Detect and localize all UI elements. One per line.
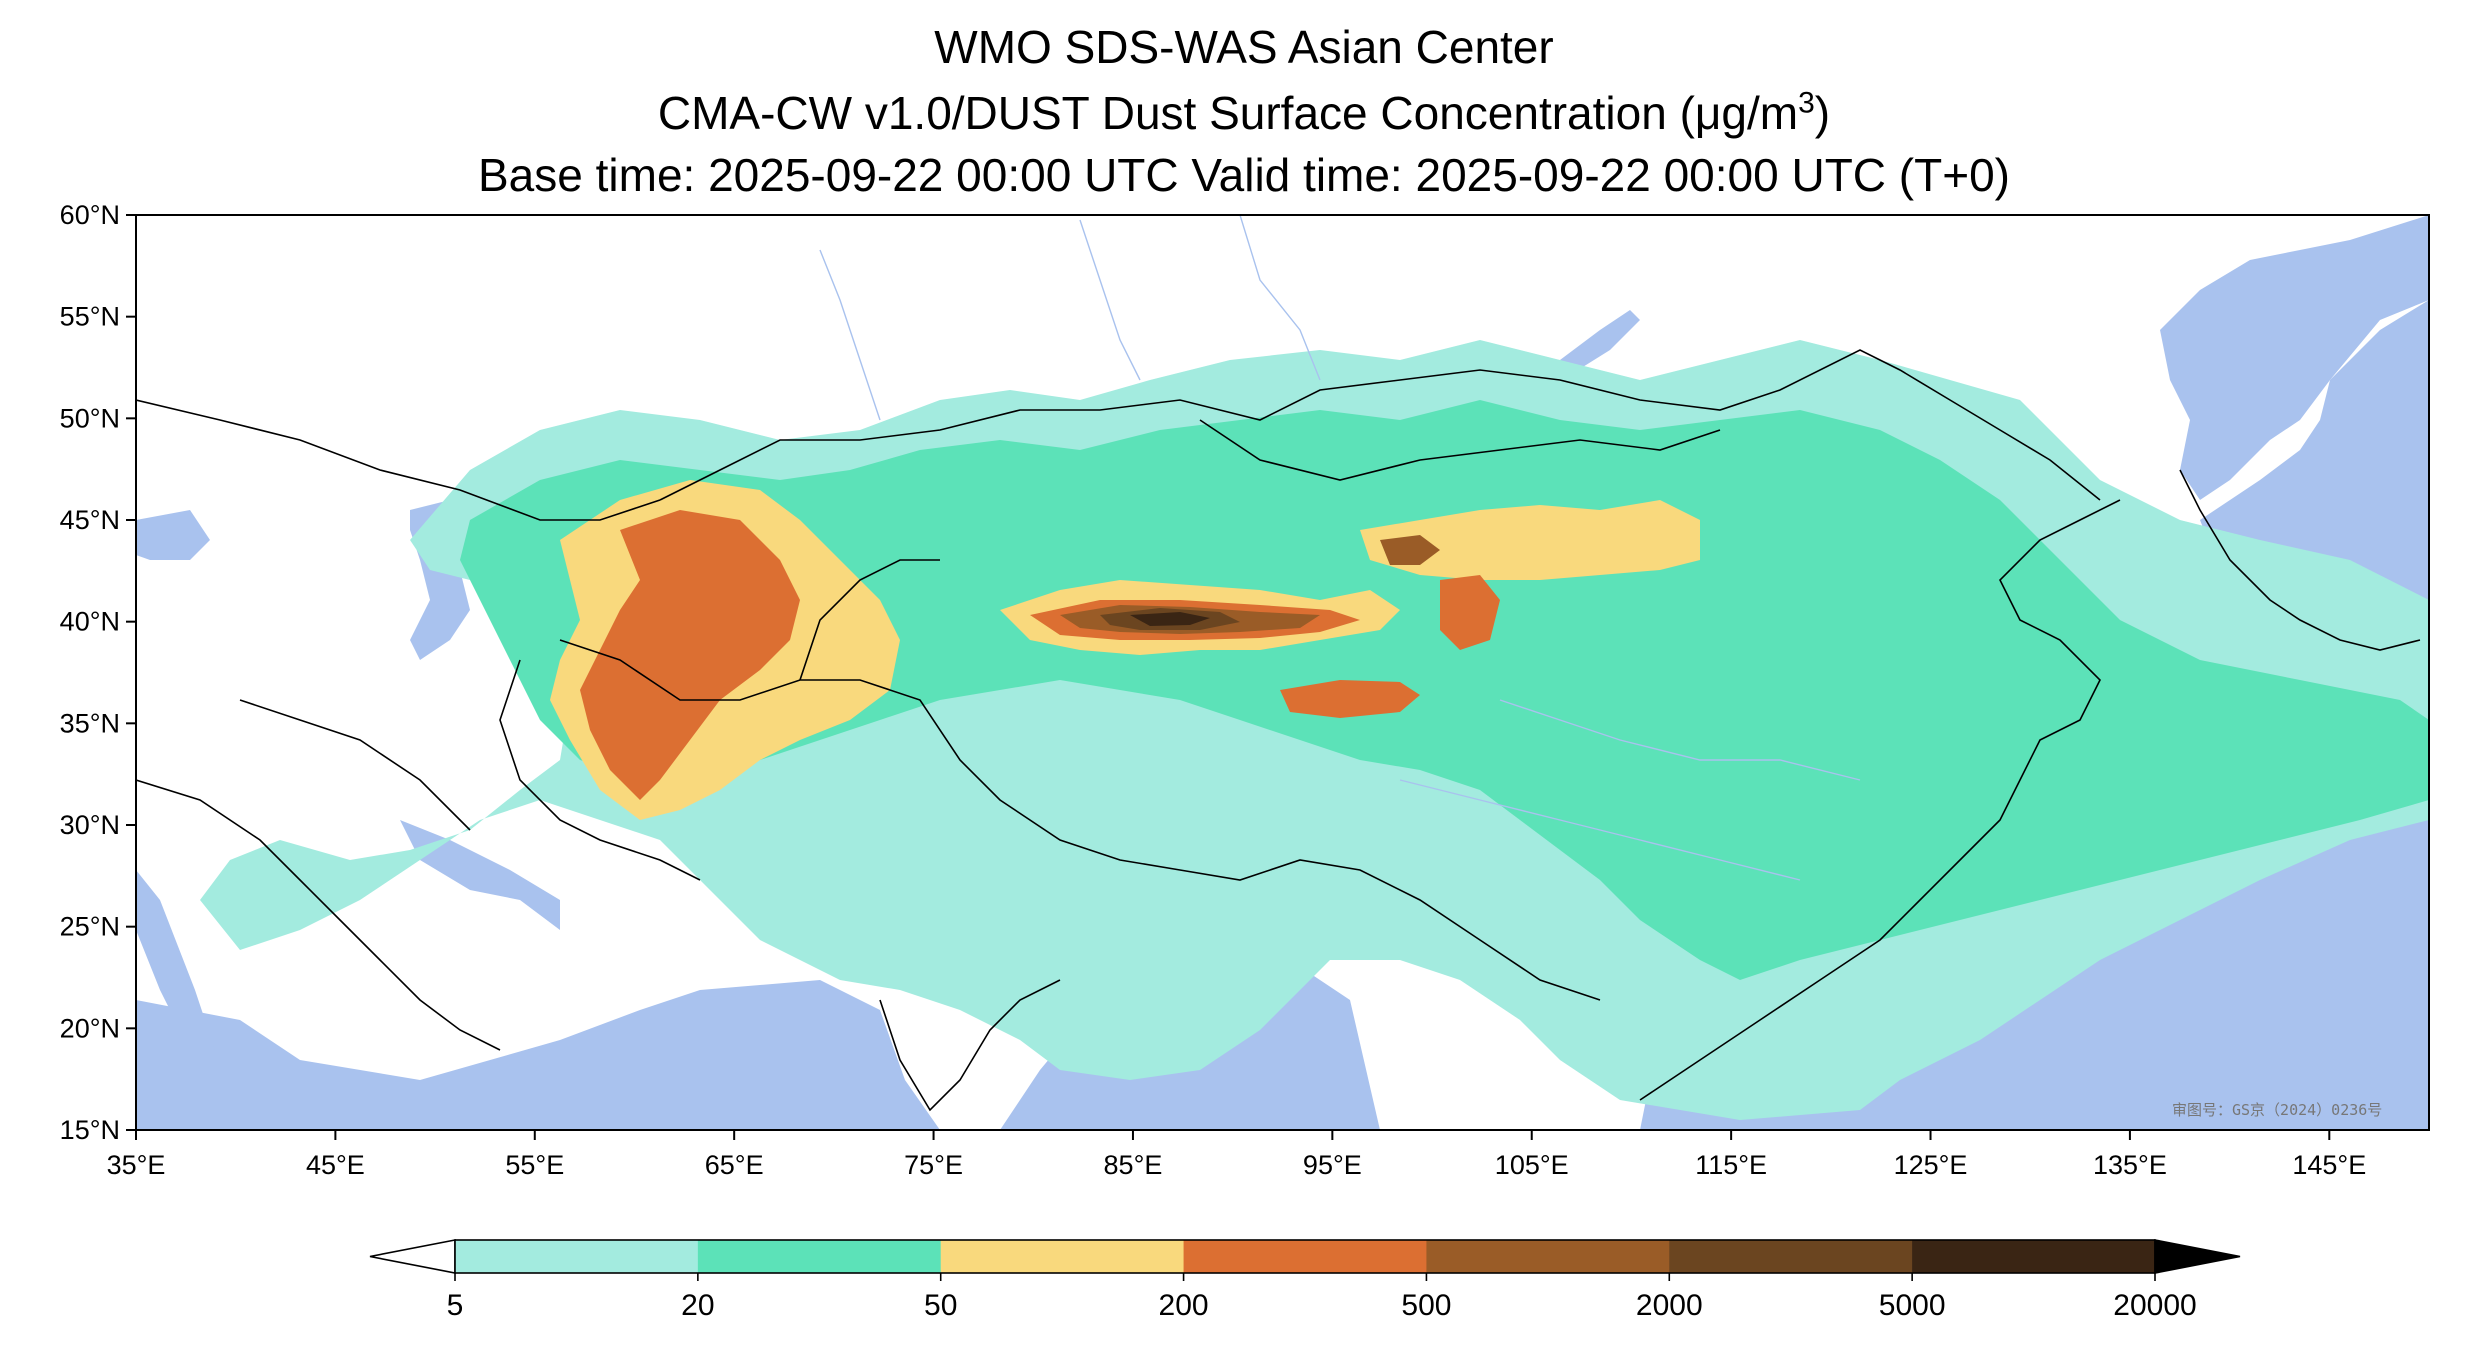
lon-tick-label: 45°E [306, 1150, 365, 1180]
country-borders [136, 349, 2421, 1112]
lat-tick-label: 20°N [60, 1013, 120, 1043]
colorbar-tick-label: 5000 [1879, 1289, 1946, 1322]
colorbar-swatch [1669, 1240, 1913, 1273]
border-line [136, 399, 661, 521]
lon-tick-label: 145°E [2292, 1150, 2366, 1180]
border-line [1199, 419, 1721, 481]
colorbar-frame [454, 1239, 2156, 1274]
colorbar-tick-label: 5 [447, 1289, 464, 1322]
dust-band-20-50 [460, 400, 2429, 980]
lon-tick-label: 35°E [107, 1150, 166, 1180]
border-line [499, 659, 701, 881]
border-line [559, 639, 1601, 1001]
lat-tick-label: 30°N [60, 810, 120, 840]
product-label: CMA-CW v1.0/DUST Dust Surface Concentrat… [657, 87, 1799, 139]
lon-tick-label: 65°E [705, 1150, 764, 1180]
map-area[interactable]: 审图号：GS京（2024）0236号 [136, 215, 2429, 1130]
unit-superscript: 3 [1798, 86, 1815, 120]
coastline [136, 779, 501, 1051]
dust-concentration-field [200, 340, 2429, 1120]
lat-tick-label: 55°N [60, 302, 120, 332]
persian-gulf [400, 820, 560, 930]
map-subtitle-time: Base time: 2025-09-22 00:00 UTC Valid ti… [478, 149, 2010, 201]
lon-tick-label: 135°E [2093, 1150, 2167, 1180]
river [819, 249, 881, 421]
border-line [239, 699, 471, 831]
sea-of-okhotsk [2160, 215, 2429, 500]
dust-band-50-200-gobi [1360, 500, 1700, 580]
lon-tick-label: 105°E [1495, 1150, 1569, 1180]
colorbar-swatch [940, 1240, 1185, 1273]
lat-tick-label: 60°N [60, 200, 120, 230]
lon-tick-label: 95°E [1303, 1150, 1362, 1180]
lon-tick-label: 75°E [904, 1150, 963, 1180]
coastline [879, 979, 1061, 1112]
river [1399, 779, 1801, 881]
map-title: WMO SDS-WAS Asian Center [934, 21, 1554, 73]
colorbar-tick-label: 20 [681, 1289, 714, 1322]
dust-band-200-500-alxa [1440, 575, 1500, 650]
colorbar: 5 20 50 200 500 2000 5000 20000 [369, 1239, 2241, 1322]
lon-tick-label: 115°E [1695, 1150, 1767, 1180]
colorbar-tick-label: 50 [924, 1289, 957, 1322]
lat-tick-label: 50°N [60, 403, 120, 433]
dust-band-200-500 [580, 510, 800, 800]
lon-tick-label: 85°E [1104, 1150, 1163, 1180]
colorbar-swatch [1426, 1240, 1670, 1273]
river [1499, 699, 1861, 781]
colorbar-tick-label: 500 [1401, 1289, 1451, 1322]
map-axes: 35°E 45°E 55°E 65°E 75°E 85°E 95°E 105°E 115°E 12… [60, 200, 2367, 1180]
arabian-sea [136, 980, 940, 1130]
colorbar-swatch [697, 1240, 942, 1273]
black-sea [136, 510, 210, 560]
map-frame [135, 214, 2430, 1131]
colorbar-tick-label: 2000 [1636, 1289, 1703, 1322]
lon-tick-label: 55°E [505, 1150, 564, 1180]
colorbar-tick-label: 200 [1159, 1289, 1209, 1322]
colorbar-swatch [1912, 1240, 2156, 1273]
rivers [819, 215, 1861, 881]
lat-tick-label: 25°N [60, 912, 120, 942]
map-subtitle-product: CMA-CW v1.0/DUST Dust Surface Concentrat… [0, 86, 2488, 140]
lon-tick-label: 125°E [1894, 1150, 1968, 1180]
dust-band-5000-20000 [1130, 612, 1210, 626]
red-sea [136, 870, 215, 1050]
river [1239, 215, 1321, 381]
dust-band-200-500-qaidam [1280, 680, 1420, 718]
lat-tick-label: 45°N [60, 505, 120, 535]
colorbar-swatch [455, 1240, 699, 1273]
coastline [1639, 499, 2121, 1101]
lat-tick-label: 40°N [60, 607, 120, 637]
lat-tick-label: 15°N [60, 1115, 120, 1145]
coastline [2179, 469, 2421, 651]
colorbar-swatch [1183, 1240, 1427, 1273]
border-line [799, 559, 940, 681]
product-label-end: ) [1814, 87, 1831, 139]
lake-baikal [1560, 310, 1640, 375]
colorbar-tick-label: 20000 [2113, 1289, 2196, 1322]
colorbar-under-triangle [369, 1239, 456, 1274]
colorbar-over-triangle [2154, 1239, 2241, 1274]
river [1079, 219, 1141, 381]
dust-band-500-2000-gobi [1380, 535, 1440, 565]
approval-watermark: 审图号：GS京（2024）0236号 [2172, 1101, 2382, 1119]
lat-tick-label: 35°N [60, 708, 120, 738]
border-line [659, 349, 2101, 501]
